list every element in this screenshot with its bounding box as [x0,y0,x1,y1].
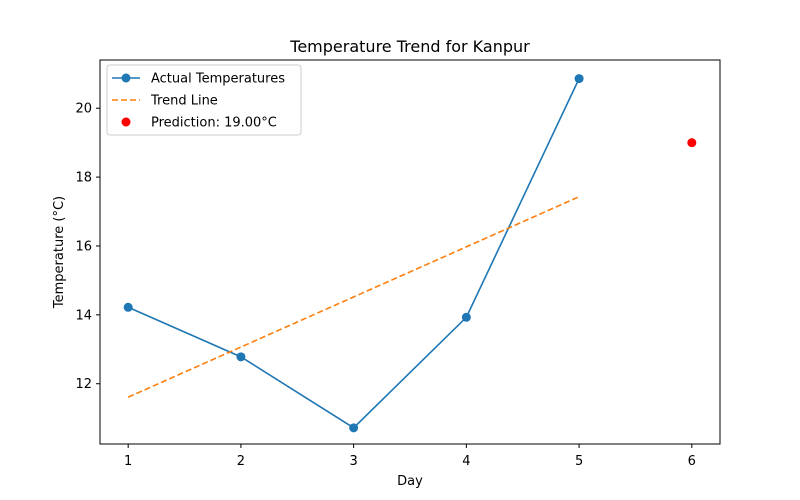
x-tick-label: 1 [124,454,132,469]
plot-area-frame [99,59,721,445]
y-axis-ticks: 12 14 16 18 20 [75,102,100,392]
x-tick-label: 6 [688,454,696,469]
legend-entry-label: Prediction: 19.00°C [151,116,277,131]
legend-box [106,64,302,136]
series-0-point [236,352,246,362]
y-tick-label: 20 [75,102,92,117]
x-axis-ticks: 1 2 3 4 5 6 [124,444,696,469]
series-2-point [687,138,697,148]
y-tick-label: 18 [75,171,92,186]
legend-entry-label: Actual Temperatures [151,72,285,87]
chart-title: Temperature Trend for Kanpur [289,37,530,56]
x-tick-label: 5 [575,454,583,469]
x-tick-label: 3 [349,454,357,469]
series-0-point [461,312,471,322]
legend-point-swatch [121,117,131,127]
legend-marker-swatch [121,73,131,83]
series-0-point [123,302,133,312]
x-tick-label: 2 [237,454,245,469]
y-tick-label: 16 [75,239,92,254]
x-tick-label: 4 [462,454,470,469]
legend: Actual Temperatures Trend Line Prediction:… [106,64,302,136]
series-0-point [349,423,359,433]
y-tick-label: 12 [75,377,92,392]
series-1-line [127,195,580,398]
y-axis-label: Temperature (°C) [52,196,67,309]
x-axis-label: Day [397,474,423,489]
y-tick-label: 14 [75,308,92,323]
series-0-point [574,74,584,84]
legend-entry-label: Trend Line [150,94,218,109]
series-layer [123,74,697,433]
